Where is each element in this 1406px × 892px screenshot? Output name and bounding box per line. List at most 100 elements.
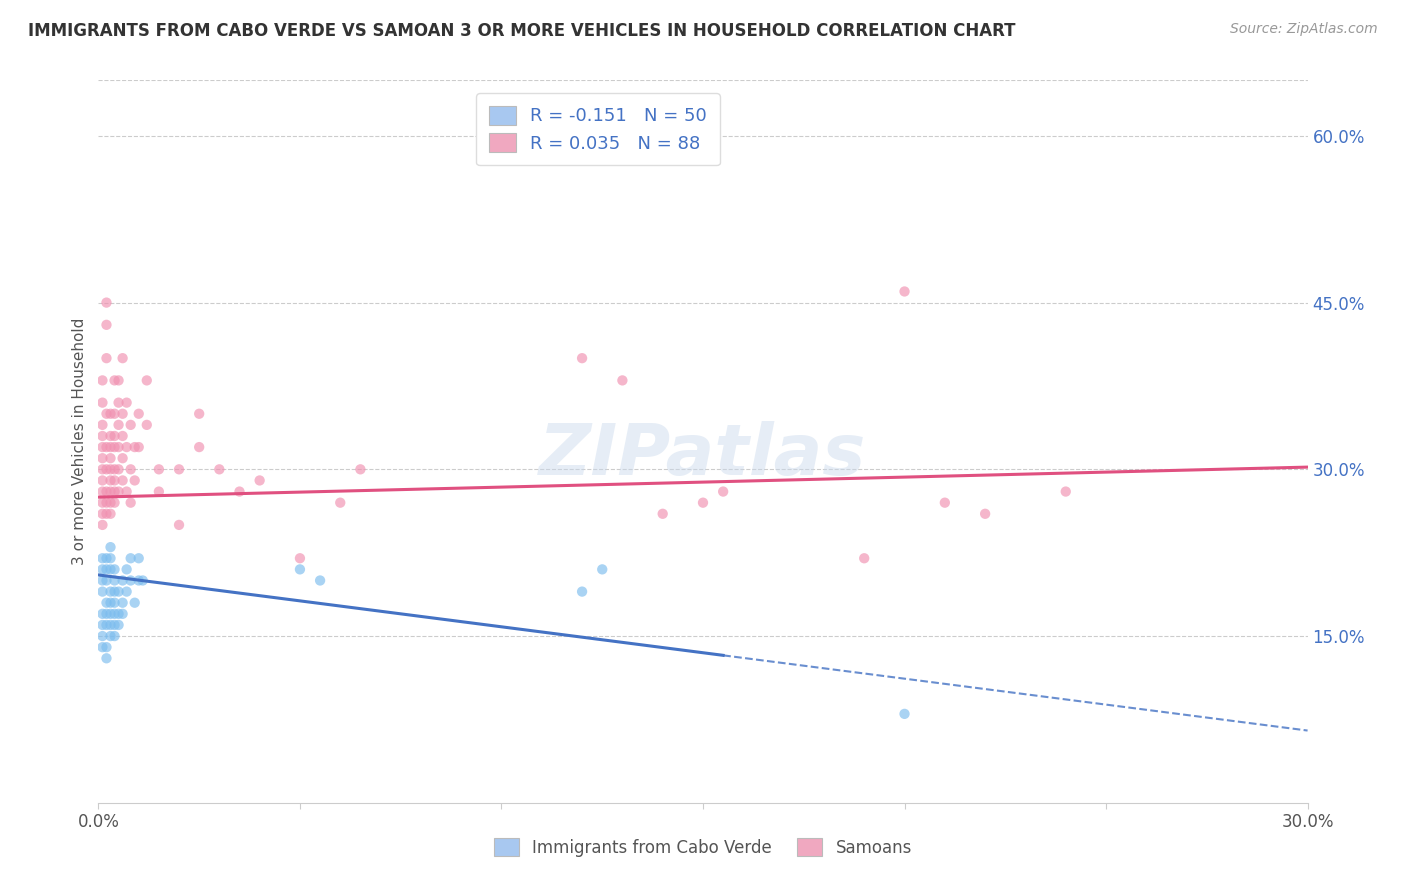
Point <box>934 496 956 510</box>
Point <box>103 440 125 454</box>
Point <box>571 351 593 366</box>
Point <box>853 551 876 566</box>
Point <box>91 484 114 499</box>
Point <box>100 451 122 466</box>
Point <box>107 462 129 476</box>
Point <box>96 574 118 588</box>
Point <box>103 574 125 588</box>
Point <box>96 484 118 499</box>
Point <box>96 607 118 621</box>
Point <box>111 351 134 366</box>
Point <box>107 618 129 632</box>
Point <box>128 440 150 454</box>
Point <box>100 484 122 499</box>
Point <box>120 462 142 476</box>
Point <box>91 496 114 510</box>
Point <box>249 474 271 488</box>
Point <box>107 607 129 621</box>
Point <box>96 496 118 510</box>
Point <box>103 562 125 576</box>
Point <box>111 474 134 488</box>
Point <box>100 618 122 632</box>
Text: ZIPatlas: ZIPatlas <box>540 422 866 491</box>
Point <box>96 618 118 632</box>
Point <box>96 440 118 454</box>
Point <box>135 417 157 432</box>
Point <box>120 417 142 432</box>
Point <box>309 574 332 588</box>
Point <box>91 607 114 621</box>
Point <box>91 640 114 655</box>
Point <box>103 484 125 499</box>
Y-axis label: 3 or more Vehicles in Household: 3 or more Vehicles in Household <box>72 318 87 566</box>
Point <box>100 429 122 443</box>
Point <box>107 484 129 499</box>
Point <box>103 462 125 476</box>
Point <box>111 451 134 466</box>
Point <box>91 462 114 476</box>
Point <box>100 607 122 621</box>
Point <box>91 551 114 566</box>
Point <box>107 440 129 454</box>
Point <box>91 395 114 409</box>
Point <box>103 373 125 387</box>
Point <box>612 373 634 387</box>
Point <box>103 618 125 632</box>
Point <box>103 596 125 610</box>
Point <box>591 562 613 576</box>
Point <box>1054 484 1077 499</box>
Point <box>100 551 122 566</box>
Point <box>91 451 114 466</box>
Point <box>100 407 122 421</box>
Point <box>100 540 122 554</box>
Point <box>974 507 997 521</box>
Point <box>124 474 146 488</box>
Point <box>96 462 118 476</box>
Point <box>91 507 114 521</box>
Point <box>103 407 125 421</box>
Point <box>96 562 118 576</box>
Point <box>115 562 138 576</box>
Point <box>96 351 118 366</box>
Point <box>96 295 118 310</box>
Point <box>128 551 150 566</box>
Point <box>111 596 134 610</box>
Point <box>100 462 122 476</box>
Point <box>120 551 142 566</box>
Point <box>91 417 114 432</box>
Point <box>120 574 142 588</box>
Point <box>124 440 146 454</box>
Point <box>188 440 211 454</box>
Point <box>96 596 118 610</box>
Point <box>115 584 138 599</box>
Point <box>115 440 138 454</box>
Point <box>893 285 915 299</box>
Point <box>100 562 122 576</box>
Point <box>120 496 142 510</box>
Point <box>132 574 155 588</box>
Point <box>111 574 134 588</box>
Point <box>96 551 118 566</box>
Point <box>100 496 122 510</box>
Point <box>107 395 129 409</box>
Point <box>96 318 118 332</box>
Text: Source: ZipAtlas.com: Source: ZipAtlas.com <box>1230 22 1378 37</box>
Point <box>91 629 114 643</box>
Point <box>571 584 593 599</box>
Point <box>91 429 114 443</box>
Point <box>96 507 118 521</box>
Point <box>115 484 138 499</box>
Text: IMMIGRANTS FROM CABO VERDE VS SAMOAN 3 OR MORE VEHICLES IN HOUSEHOLD CORRELATION: IMMIGRANTS FROM CABO VERDE VS SAMOAN 3 O… <box>28 22 1015 40</box>
Point <box>711 484 734 499</box>
Point <box>100 507 122 521</box>
Point <box>91 618 114 632</box>
Point <box>111 407 134 421</box>
Point <box>103 474 125 488</box>
Point <box>111 429 134 443</box>
Point <box>188 407 211 421</box>
Point <box>329 496 352 510</box>
Point <box>100 596 122 610</box>
Point <box>148 484 170 499</box>
Point <box>100 440 122 454</box>
Point <box>91 584 114 599</box>
